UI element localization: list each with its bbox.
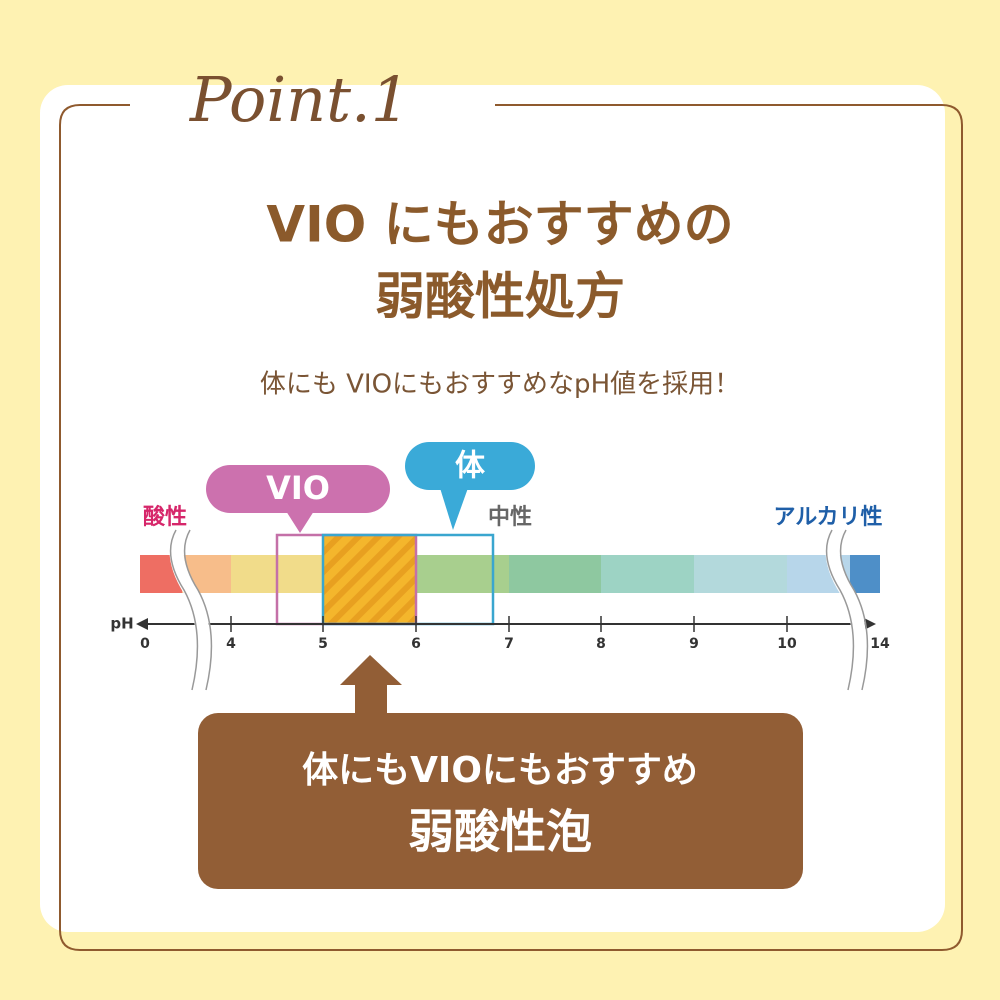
title-line: 弱酸性処方 [375, 268, 625, 326]
result-line: 弱酸性泡 [408, 805, 592, 859]
zone-label: 中性 [488, 505, 532, 530]
vio-callout: VIO [206, 465, 390, 533]
tick-label: 0 [140, 636, 150, 652]
axis [136, 618, 876, 630]
frame [59, 104, 963, 951]
callout-label: 体 [455, 449, 486, 484]
ph-bar [140, 555, 880, 593]
tick-label: 8 [596, 636, 606, 652]
body-callout: 体 [405, 442, 535, 530]
zone-label: アルカリ性 [773, 505, 882, 530]
tick-label: 9 [689, 636, 699, 652]
tick-label: 10 [777, 636, 797, 652]
tick-label: 14 [870, 636, 890, 652]
tick-label: 4 [226, 636, 236, 652]
axis-break [169, 526, 869, 692]
tick-label: 5 [318, 636, 328, 652]
ticks: 0 4 5 6 7 8 9 10 14 [140, 616, 890, 652]
badge: Point.1 [189, 63, 410, 136]
title-line: VIO にもおすすめの [266, 196, 733, 254]
tick-label: 6 [411, 636, 421, 652]
zone-label: 酸性 [143, 505, 187, 530]
result-box [198, 713, 803, 889]
result-line: 体にもVIOにもおすすめ [302, 750, 698, 791]
axis-label: pH [110, 615, 133, 633]
tick-label: 7 [504, 636, 514, 652]
callout-label: VIO [266, 469, 330, 507]
arrow [340, 655, 402, 716]
subtitle: 体にも VIOにもおすすめなpH値を採用！ [260, 370, 740, 400]
highlight-range [323, 535, 416, 623]
